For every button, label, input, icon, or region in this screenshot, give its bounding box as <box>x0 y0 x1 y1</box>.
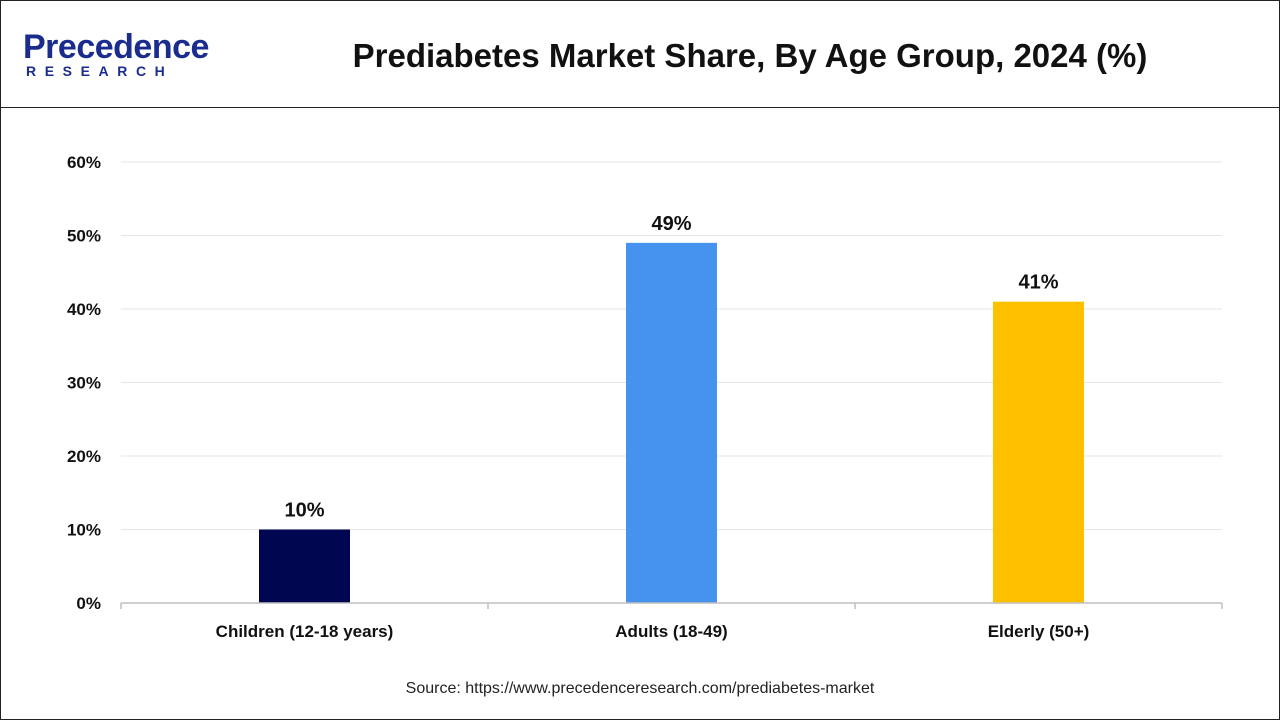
y-axis-tick-labels: 0% 10% 20% 30% 40% 50% 60% <box>67 153 101 613</box>
brand-logo: Precedence RESEARCH <box>23 27 223 83</box>
chart-title: Prediabetes Market Share, By Age Group, … <box>352 37 1148 74</box>
bar <box>993 301 1084 603</box>
data-label: 49% <box>651 213 691 235</box>
bar <box>626 242 717 603</box>
y-tick-label: 10% <box>67 521 101 540</box>
header: Precedence RESEARCH Prediabetes Market S… <box>1 1 1279 108</box>
data-label: 10% <box>284 500 324 522</box>
x-tick-label: Adults (18-49) <box>615 622 727 641</box>
bars <box>259 242 1084 603</box>
x-axis <box>120 602 1223 609</box>
y-tick-label: 0% <box>76 594 101 613</box>
y-tick-label: 60% <box>67 153 101 172</box>
data-label: 41% <box>1018 272 1058 294</box>
brand-name-top: Precedence <box>23 28 209 66</box>
x-tick-label: Elderly (50+) <box>988 622 1090 641</box>
y-tick-label: 20% <box>67 447 101 466</box>
y-tick-label: 30% <box>67 374 101 393</box>
x-tick-label: Children (12-18 years) <box>216 622 394 641</box>
source-note: Source: https://www.precedenceresearch.c… <box>405 680 875 697</box>
y-tick-label: 40% <box>67 300 101 319</box>
data-labels: 10% 49% 41% <box>284 213 1058 522</box>
y-tick-label: 50% <box>67 227 101 246</box>
bar <box>259 529 350 603</box>
x-axis-tick-labels: Children (12-18 years) Adults (18-49) Elde… <box>216 622 1090 641</box>
brand-name-bottom: RESEARCH <box>26 63 174 79</box>
